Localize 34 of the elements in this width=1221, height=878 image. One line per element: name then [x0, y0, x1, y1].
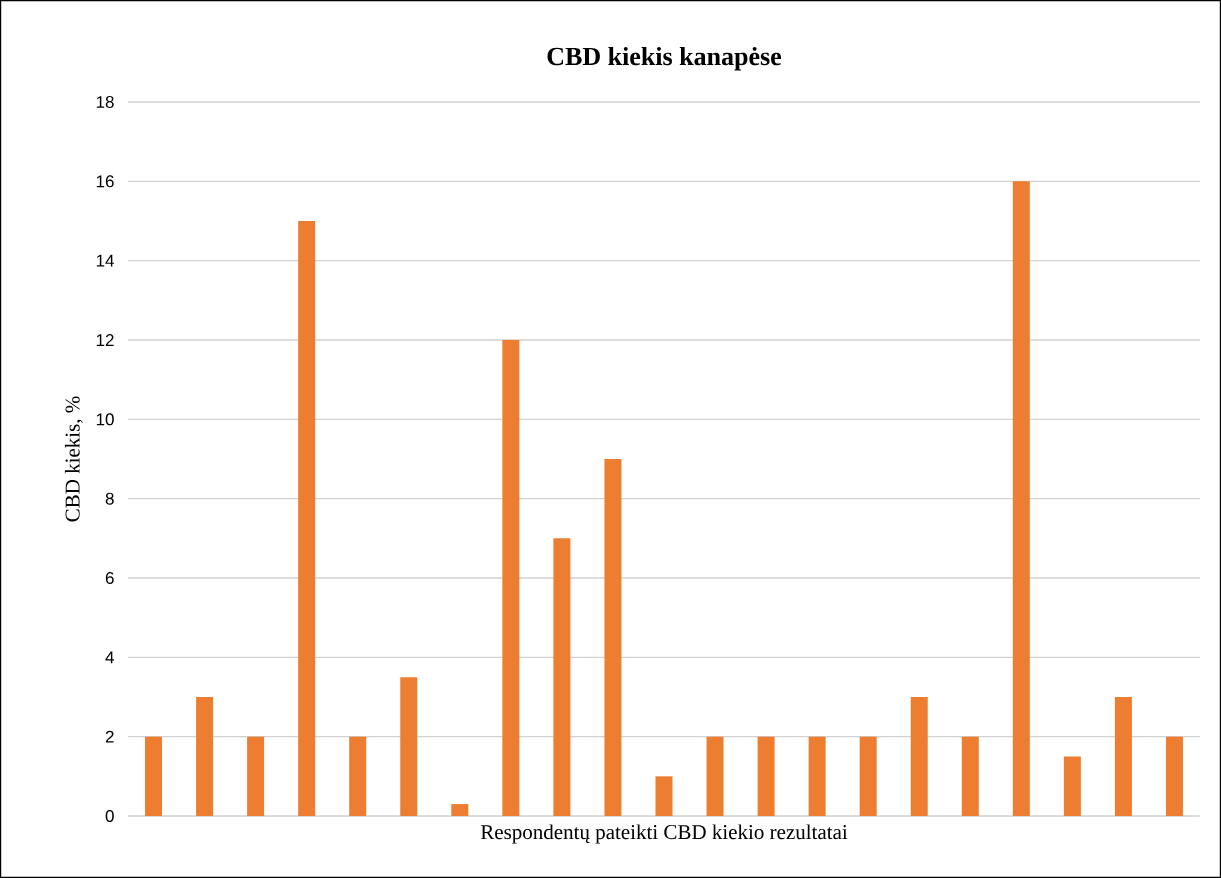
y-tick-label: 12 — [96, 334, 114, 346]
y-tick-label: 6 — [105, 571, 114, 585]
bar — [196, 696, 214, 816]
bar — [247, 736, 265, 816]
bar — [757, 736, 775, 816]
y-tick-label: 4 — [105, 651, 114, 664]
bar — [349, 736, 367, 816]
bar — [910, 696, 928, 816]
bar — [961, 736, 979, 816]
bar — [502, 339, 520, 816]
y-axis-title: CBD kiekis, % — [64, 396, 83, 522]
bar — [400, 677, 418, 816]
y-tick-label: 2 — [105, 730, 114, 743]
bar — [859, 736, 877, 816]
y-tick-label: 0 — [105, 809, 114, 823]
bar — [808, 736, 826, 816]
bar — [1012, 181, 1030, 816]
bar — [1165, 736, 1183, 816]
bar — [145, 736, 163, 816]
bar — [1114, 696, 1132, 816]
chart-title: CBD kiekis kanapėse — [547, 46, 782, 71]
bar — [298, 220, 316, 816]
bar — [655, 776, 673, 816]
bar — [1063, 756, 1081, 816]
y-tick-label: 8 — [105, 492, 114, 505]
y-tick-label: 16 — [96, 175, 114, 188]
x-axis-title: Respondentų pateikti CBD kiekio rezultatai — [480, 824, 848, 844]
y-tick-label: 10 — [96, 413, 114, 426]
bar — [604, 458, 622, 816]
y-tick-label: 14 — [96, 254, 114, 267]
bar — [706, 736, 724, 816]
bar — [451, 804, 469, 816]
y-tick-label: 18 — [96, 95, 114, 109]
bar — [553, 538, 571, 816]
